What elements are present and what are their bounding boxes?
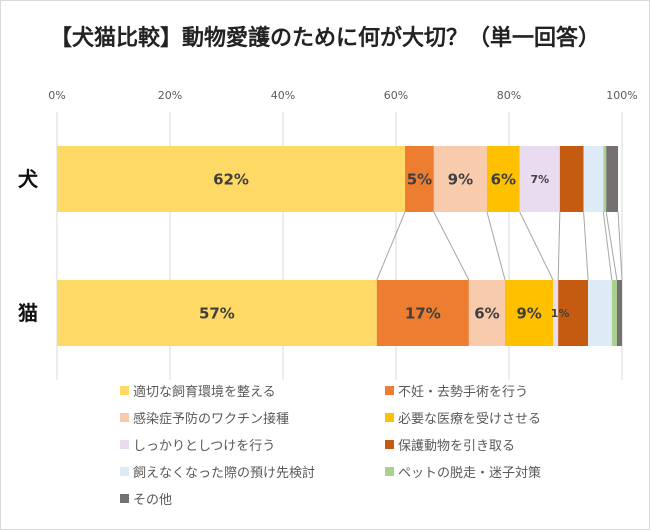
legend-label: その他 [133,492,173,508]
series-line [602,211,613,281]
legend-label: 適切な飼育環境を整える [133,384,276,400]
legend-item: 飼えなくなった際の預け先検討 [120,461,315,481]
series-line [486,211,506,281]
x-tick-label: 60% [384,89,408,102]
chart-title: 【犬猫比較】動物愛護のために何が大切？（単一回答） [49,26,600,51]
data-label: 62% [213,170,249,188]
legend-item: ペットの脱走・迷子対策 [385,461,541,481]
bar-segment [486,146,520,212]
category-label: 犬 [18,167,39,191]
x-tick-label: 100% [606,89,637,102]
bar-segment [553,280,559,346]
bar-segment [57,146,406,212]
data-label: 17% [405,304,441,322]
legend-swatch [385,385,394,395]
data-label: 9% [516,304,541,322]
bar-segment [616,280,622,346]
legend-swatch [120,439,129,449]
x-tick-label: 0% [48,89,65,102]
series-line [376,211,406,281]
bar-segment [559,146,584,212]
legend-item: 適切な飼育環境を整える [120,380,276,400]
series-line [605,211,618,281]
legend-label: しっかりとしつけを行う [133,438,276,454]
category-label: 猫 [18,301,38,325]
x-tick-label: 80% [497,89,521,102]
x-tick-label: 40% [271,89,295,102]
x-tick-label: 20% [158,89,182,102]
bar-segment [505,280,554,346]
series-line [617,211,623,281]
bar-segment [433,146,487,212]
bar-segment [57,280,377,346]
bar-segment [603,146,607,212]
data-label: 7% [530,173,549,186]
data-label: 9% [448,170,473,188]
data-label: 6% [474,304,499,322]
legend-swatch [120,493,129,503]
bar-segment [611,280,617,346]
legend-swatch [385,412,394,422]
bar-segment [519,146,560,212]
legend-item: 保護動物を引き取る [385,434,515,454]
legend-swatch [385,439,394,449]
legend-label: 必要な医療を受けさせる [398,411,542,427]
bar-segment [588,280,612,346]
legend-label: 不妊・去勢手術を行う [398,384,529,400]
series-line [557,211,561,281]
bar-segment [405,146,434,212]
series-line [519,211,554,281]
legend-swatch [120,385,129,395]
legend-label: ペットの脱走・迷子対策 [398,465,542,481]
legend-label: 保護動物を引き取る [398,438,516,454]
legend-item: しっかりとしつけを行う [120,434,275,454]
bar-segment [468,280,506,346]
bar-segment [376,280,469,346]
bar-segment [558,280,589,346]
data-label: 1% [551,307,570,320]
series-line [583,211,589,281]
data-label: 5% [407,170,432,188]
legend-swatch [385,466,394,476]
legend-item: 必要な医療を受けさせる [385,407,541,427]
legend-swatch [120,412,129,422]
bar-segment [606,146,619,212]
legend-swatch [120,466,129,476]
series-line [433,211,470,281]
legend-item: 不妊・去勢手術を行う [385,380,528,400]
bar-segment [583,146,604,212]
legend-item: 感染症予防のワクチン接種 [120,407,289,427]
data-label: 6% [491,170,516,188]
legend-label: 感染症予防のワクチン接種 [133,411,290,427]
legend-label: 飼えなくなった際の預け先検討 [133,465,316,481]
legend-item: その他 [120,488,172,508]
data-label: 57% [199,304,235,322]
